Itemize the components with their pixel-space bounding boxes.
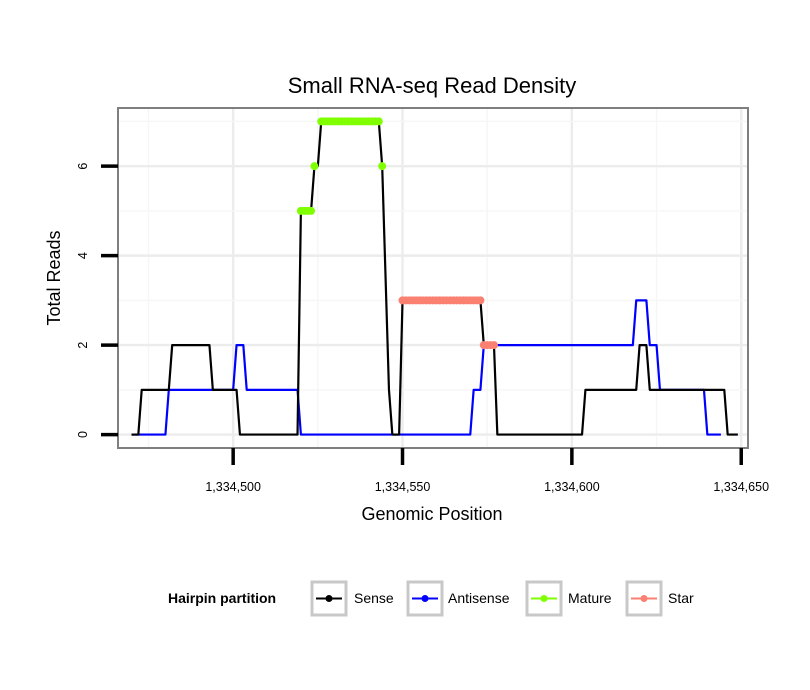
legend-item-antisense: Antisense: [406, 580, 510, 617]
legend-key-point: [325, 595, 333, 602]
data-point-mature: [307, 206, 316, 215]
legend-label: Sense: [354, 590, 394, 606]
series-line-sense: [131, 120, 738, 436]
y-tick-label: 4: [76, 252, 90, 259]
series-points-mature: [296, 117, 387, 215]
x-axis-title: Genomic Position: [361, 504, 502, 524]
x-tick-label: 1,334,600: [544, 480, 600, 494]
y-axis-ticks: 0 2 4 6: [76, 163, 118, 438]
y-tick-label: 0: [76, 431, 90, 438]
data-point-star: [489, 341, 498, 350]
plot-panel-border: [117, 107, 749, 449]
data-point-star: [476, 296, 485, 305]
y-axis-title: Total Reads: [44, 230, 64, 325]
series-points-star: [398, 296, 498, 350]
legend-label: Mature: [568, 590, 612, 606]
series-line-antisense: [131, 299, 721, 436]
series-layer: [131, 117, 738, 436]
data-point-mature: [378, 162, 387, 171]
legend-key-point: [540, 595, 548, 602]
legend-key-point: [640, 595, 648, 602]
legend-items: Sense Antisense Mature Star: [310, 580, 694, 617]
data-point-mature: [374, 117, 383, 126]
plot-panel-background: [118, 108, 748, 448]
data-point-mature: [310, 162, 319, 171]
legend-title: Hairpin partition: [168, 590, 276, 606]
x-tick-label: 1,334,550: [375, 480, 431, 494]
legend-item-mature: Mature: [525, 580, 612, 617]
y-tick-label: 6: [76, 163, 90, 170]
legend-key-point: [421, 595, 429, 602]
legend: Hairpin partition Sense Antisense Mature St…: [168, 580, 694, 617]
legend-label: Star: [668, 590, 694, 606]
legend-label: Antisense: [448, 590, 510, 606]
chart-title: Small RNA-seq Read Density: [288, 73, 577, 98]
legend-item-star: Star: [625, 580, 694, 617]
y-tick-label: 2: [76, 342, 90, 349]
x-tick-label: 1,334,500: [205, 480, 261, 494]
x-tick-label: 1,334,650: [713, 480, 769, 494]
x-axis-ticks: 1,334,500 1,334,550 1,334,600 1,334,650: [205, 448, 769, 494]
legend-item-sense: Sense: [310, 580, 394, 617]
